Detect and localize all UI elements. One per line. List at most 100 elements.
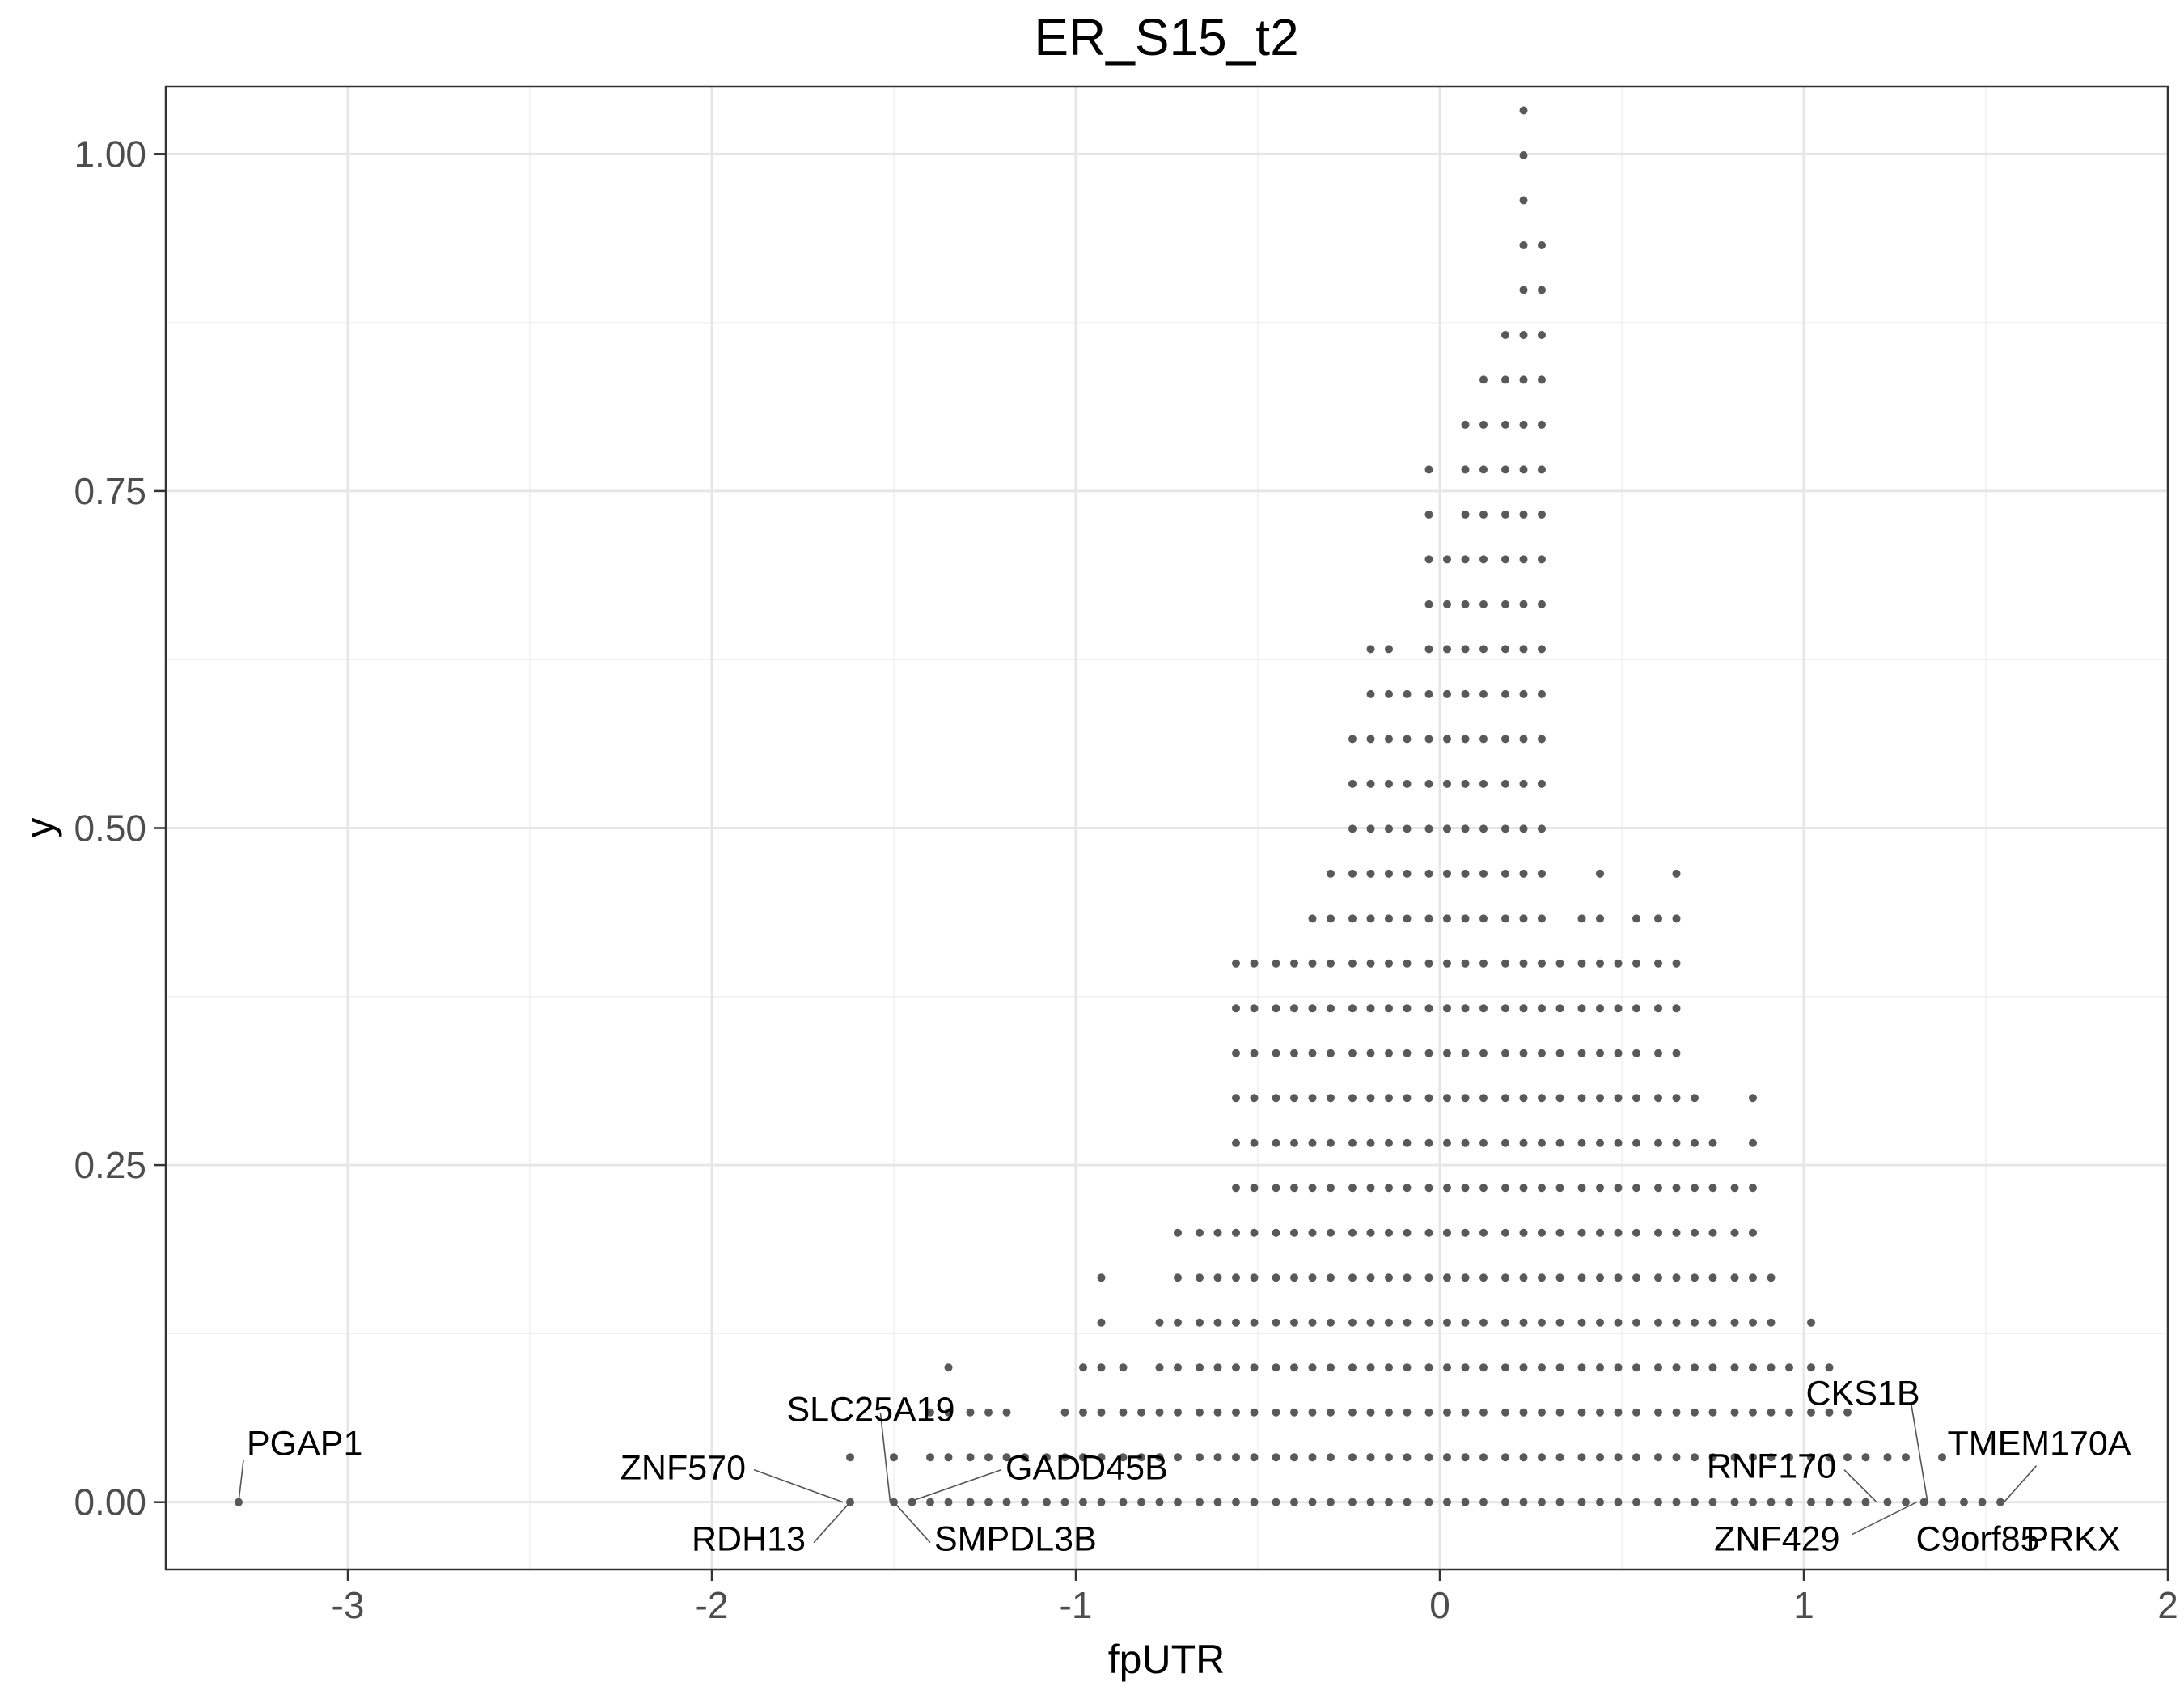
data-point [1519,1363,1528,1372]
label-leader-line [813,1502,851,1544]
data-point [1691,1138,1699,1147]
data-point [1060,1498,1069,1506]
data-point [1155,1453,1164,1462]
data-point [1366,1049,1375,1057]
data-point [1501,1318,1509,1327]
gene-label: PGAP1 [247,1425,362,1464]
y-tick-label: 0.25 [74,1144,146,1186]
data-point [1519,1318,1528,1327]
data-point [1691,1318,1699,1327]
data-point [1272,1318,1280,1327]
data-point [1767,1318,1776,1327]
data-point [1730,1453,1739,1462]
data-point [1272,1408,1280,1417]
data-point [1519,824,1528,833]
data-point [1538,1094,1546,1103]
data-point [1708,1273,1717,1282]
data-point [1272,1138,1280,1147]
data-point [1119,1363,1128,1372]
data-point [1479,1138,1488,1147]
data-point [1461,1184,1470,1193]
data-point [1519,689,1528,698]
data-point [1366,1004,1375,1013]
data-point [1538,375,1546,384]
data-point [1174,1228,1182,1237]
data-point [1501,1138,1509,1147]
data-point [1479,600,1488,608]
data-point [1443,1049,1451,1057]
data-point [1424,1498,1433,1506]
data-point [1250,1184,1259,1193]
data-point [1348,1363,1357,1372]
data-point [1807,1498,1815,1506]
x-tick-label: -1 [1060,1584,1093,1626]
data-point [1632,1453,1640,1462]
data-point [1079,1498,1087,1506]
data-point [1519,600,1528,608]
data-point [1424,510,1433,519]
data-point [1479,869,1488,878]
data-point [1632,1094,1640,1103]
data-point [1232,959,1240,968]
data-point [1174,1453,1182,1462]
data-point [1614,1138,1623,1147]
data-point [1691,1408,1699,1417]
data-point [1596,1138,1604,1147]
data-point [1366,1094,1375,1103]
data-point [944,1363,953,1372]
data-point [1137,1408,1145,1417]
data-point [1327,1453,1335,1462]
data-point [1501,1228,1509,1237]
data-point [1730,1228,1739,1237]
data-point [1479,1453,1488,1462]
gene-label: CKS1B [1805,1375,1919,1413]
gene-label: GADD45B [1005,1449,1168,1488]
data-point [1196,1273,1204,1282]
data-point [1443,1363,1451,1372]
data-point [1174,1408,1182,1417]
data-point [1708,1138,1717,1147]
data-point [1232,1318,1240,1327]
data-point [1443,1453,1451,1462]
data-point [1348,1498,1357,1506]
data-point [1960,1498,1968,1506]
data-point [1290,1453,1298,1462]
data-point [1424,689,1433,698]
data-point [1403,1498,1412,1506]
data-point [1708,1453,1717,1462]
data-point [1097,1363,1106,1372]
data-point [1403,1138,1412,1147]
data-point [1327,1184,1335,1193]
data-point [1119,1498,1128,1506]
data-point [1461,555,1470,564]
data-point [1479,555,1488,564]
data-point [1424,824,1433,833]
data-point [1424,1363,1433,1372]
data-point [1501,645,1509,654]
data-point [1348,1184,1357,1193]
data-point [1403,1408,1412,1417]
data-point [1443,1004,1451,1013]
data-point [1290,1094,1298,1103]
data-point [1290,1318,1298,1327]
data-point [1519,1408,1528,1417]
data-point [1385,1184,1393,1193]
data-point [1538,1138,1546,1147]
data-point [1196,1453,1204,1462]
data-point [1807,1363,1815,1372]
data-point [1654,1498,1662,1506]
data-point [1348,1004,1357,1013]
data-point [1079,1363,1087,1372]
data-point [1538,600,1546,608]
data-point [1308,1318,1317,1327]
data-point [1250,1273,1259,1282]
data-point [1555,1273,1564,1282]
data-point [1213,1318,1222,1327]
data-point [1348,1138,1357,1147]
data-point [1021,1453,1029,1462]
data-point [1424,914,1433,923]
data-point [1785,1363,1793,1372]
data-point [1348,869,1357,878]
data-point [1708,1363,1717,1372]
data-point [1632,1408,1640,1417]
